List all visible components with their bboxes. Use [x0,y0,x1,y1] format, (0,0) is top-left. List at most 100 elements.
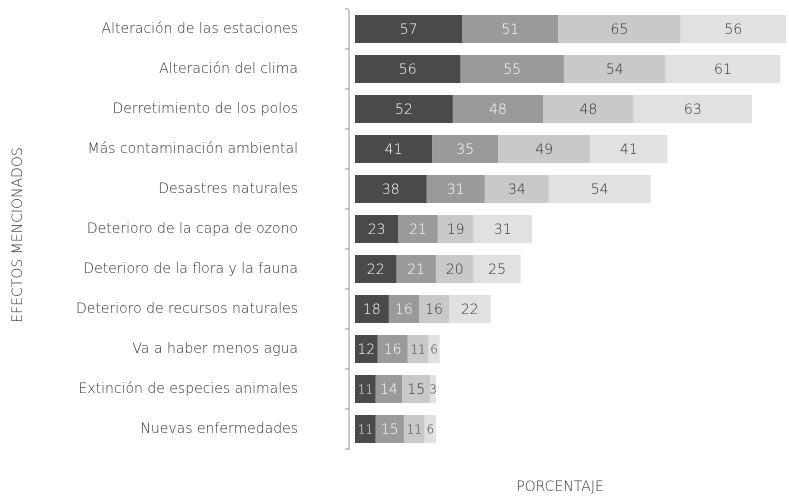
bar-segment [355,135,433,163]
value-label: 16 [425,302,443,318]
bar-segment [633,95,753,123]
bar-segment [665,55,781,83]
bar-segment [355,95,453,123]
bar-segment [375,415,404,443]
bar-segment [418,295,450,323]
category-label: Derretimiento de los polos [113,101,298,117]
bar-segment [355,55,461,83]
value-label: 52 [395,102,413,118]
bar-segment [563,55,666,83]
value-label: 21 [407,262,425,278]
value-label: 56 [399,62,417,78]
value-label: 41 [385,142,403,158]
value-label: 49 [535,142,553,158]
category-label: Va a haber menos agua [132,341,298,357]
bar-segment [543,95,634,123]
value-label: 35 [456,142,474,158]
category-label: Alteración de las estaciones [102,21,298,37]
bar-segment [355,255,397,283]
bar-segment [452,95,544,123]
value-label: 15 [407,382,425,398]
value-label: 23 [368,222,386,238]
value-label: 31 [447,182,465,198]
bar-segment [426,175,485,203]
bar-segment [355,335,378,363]
value-label: 11 [410,343,425,357]
bar-segment [355,15,463,43]
value-label: 51 [501,22,519,38]
value-label: 22 [461,302,479,318]
value-label: 48 [579,102,597,118]
bar-segment [407,335,429,363]
bar-segment [388,295,419,323]
value-label: 61 [714,62,732,78]
value-label: 54 [591,182,609,198]
value-label: 56 [724,22,742,38]
bar-segment [398,215,438,243]
category-label: Extinción de especies animales [78,381,298,397]
category-label: Nuevas enfermedades [140,421,298,437]
y-axis-label: EFECTOS MENCIONADOS [10,147,26,323]
bar-segment [355,415,376,443]
category-label: Deterioro de la capa de ozono [87,221,298,237]
bar-segment [680,15,786,43]
bar-segment [449,295,491,323]
value-label: 3 [429,383,437,397]
value-label: 25 [488,262,506,278]
bar-segment [424,415,436,443]
bar-segment [355,215,399,243]
category-label: Alteración del clima [159,61,298,77]
bar-segment [590,135,668,163]
value-label: 11 [358,383,373,397]
bar-segment [473,255,521,283]
category-label: Deterioro de recursos naturales [76,301,298,317]
bar-segment [403,415,425,443]
value-label: 14 [380,382,398,398]
value-label: 12 [357,342,375,358]
value-label: 6 [426,423,434,437]
value-label: 6 [430,343,438,357]
bar-segment [558,15,681,43]
value-label: 16 [395,302,413,318]
category-label: Deterioro de la flora y la fauna [83,261,298,277]
bar-segment [355,295,389,323]
bar-segment [432,135,499,163]
bar-segment [375,375,403,403]
value-label: 20 [446,262,464,278]
value-label: 11 [407,423,422,437]
bar-segment [435,255,474,283]
category-label: Más contaminación ambiental [88,141,299,157]
value-label: 31 [494,222,512,238]
value-label: 19 [447,222,465,238]
value-label: 34 [508,182,526,198]
value-label: 48 [489,102,507,118]
value-label: 16 [384,342,402,358]
bar-segment [430,375,436,403]
bar-segment [460,55,564,83]
bar-segment [484,175,549,203]
value-label: 65 [611,22,629,38]
value-label: 41 [620,142,638,158]
value-label: 57 [400,22,418,38]
category-label: Desastres naturales [158,181,298,197]
bar-segment [355,375,376,403]
bar-segment [377,335,408,363]
bar-segment [462,15,559,43]
value-label: 18 [363,302,381,318]
bar-segment [396,255,436,283]
value-label: 15 [381,422,399,438]
bar-segment [473,215,532,243]
value-label: 22 [367,262,385,278]
x-axis-label: PORCENTAJE [516,479,604,495]
bar-segment [437,215,474,243]
value-label: 54 [606,62,624,78]
bar-segment [498,135,591,163]
bar-segment [355,175,427,203]
bar-segment [548,175,651,203]
bar-segment [428,335,440,363]
value-label: 38 [382,182,400,198]
value-label: 21 [409,222,427,238]
value-label: 55 [503,62,521,78]
value-label: 11 [358,423,373,437]
